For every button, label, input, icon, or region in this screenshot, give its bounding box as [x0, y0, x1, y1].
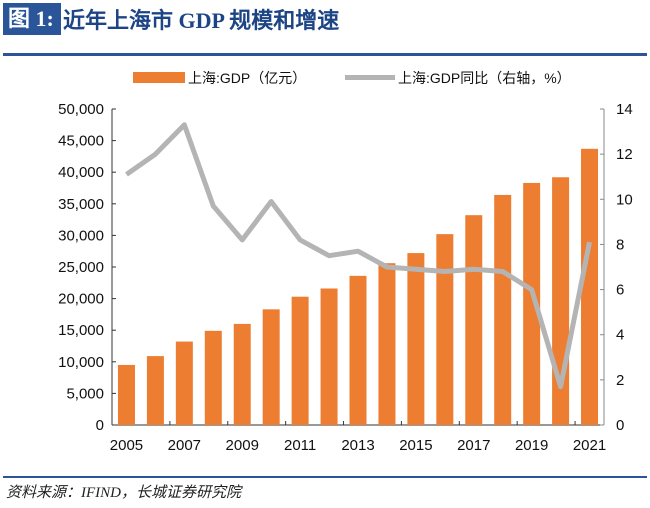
legend-bar-swatch [133, 72, 185, 83]
bar-2014 [378, 263, 396, 425]
x-axis-tick-label: 2019 [515, 437, 548, 454]
left-axis-tick-label: 35,000 [58, 196, 104, 213]
left-axis-tick-label: 50,000 [58, 101, 104, 118]
left-axis-tick-label: 30,000 [58, 227, 104, 244]
right-axis-tick-label: 6 [616, 282, 624, 299]
right-axis-tick-label: 10 [616, 191, 633, 208]
x-axis-tick-label: 2005 [110, 437, 143, 454]
bar-2017 [465, 215, 483, 425]
header-divider [3, 53, 647, 56]
bar-2009 [233, 323, 251, 425]
bar-2013 [349, 275, 367, 425]
right-axis-tick-label: 2 [616, 372, 624, 389]
figure-label: 图 1: [3, 3, 61, 35]
x-axis-tick-label: 2017 [457, 437, 490, 454]
right-axis-tick-label: 8 [616, 236, 624, 253]
footer-divider [3, 476, 647, 478]
bar-2008 [204, 330, 222, 425]
legend-line-label: 上海:GDP同比（右轴，%） [398, 70, 571, 86]
bar-2007 [175, 341, 193, 425]
bar-2011 [291, 296, 309, 425]
left-axis-tick-label: 45,000 [58, 133, 104, 150]
x-axis-tick-label: 2021 [573, 437, 606, 454]
bar-2018 [494, 194, 512, 425]
right-axis-tick-label: 14 [616, 101, 633, 118]
chart-title: 近年上海市 GDP 规模和增速 [63, 8, 340, 33]
bar-2021 [581, 148, 599, 426]
x-axis-tick-label: 2011 [284, 437, 316, 454]
bar-2010 [262, 309, 280, 425]
x-axis-tick-label: 2007 [168, 437, 201, 454]
left-axis-tick-label: 25,000 [58, 259, 104, 276]
left-axis-tick-label: 5,000 [66, 385, 104, 402]
legend-line-swatch [345, 75, 395, 80]
left-axis-tick-label: 15,000 [58, 322, 104, 339]
right-axis-tick-label: 0 [616, 417, 624, 434]
bar-2019 [523, 182, 541, 425]
right-axis-tick-label: 4 [616, 327, 624, 344]
legend-bar-label: 上海:GDP（亿元） [188, 70, 306, 86]
bar-2005 [117, 364, 135, 425]
x-axis-tick-label: 2009 [226, 437, 259, 454]
bar-2015 [407, 253, 425, 425]
x-axis-tick-label: 2015 [399, 437, 432, 454]
bar-2016 [436, 234, 454, 425]
left-axis-tick-label: 10,000 [58, 354, 104, 371]
bar-2006 [146, 356, 164, 425]
left-axis-tick-label: 0 [96, 417, 104, 434]
left-axis-tick-label: 20,000 [58, 291, 104, 308]
source-note: 资料来源：IFIND，长城证券研究院 [6, 485, 241, 501]
right-axis-tick-label: 12 [616, 146, 633, 163]
left-axis-tick-label: 40,000 [58, 164, 104, 181]
x-axis-tick-label: 2013 [341, 437, 374, 454]
bar-2012 [320, 288, 338, 425]
